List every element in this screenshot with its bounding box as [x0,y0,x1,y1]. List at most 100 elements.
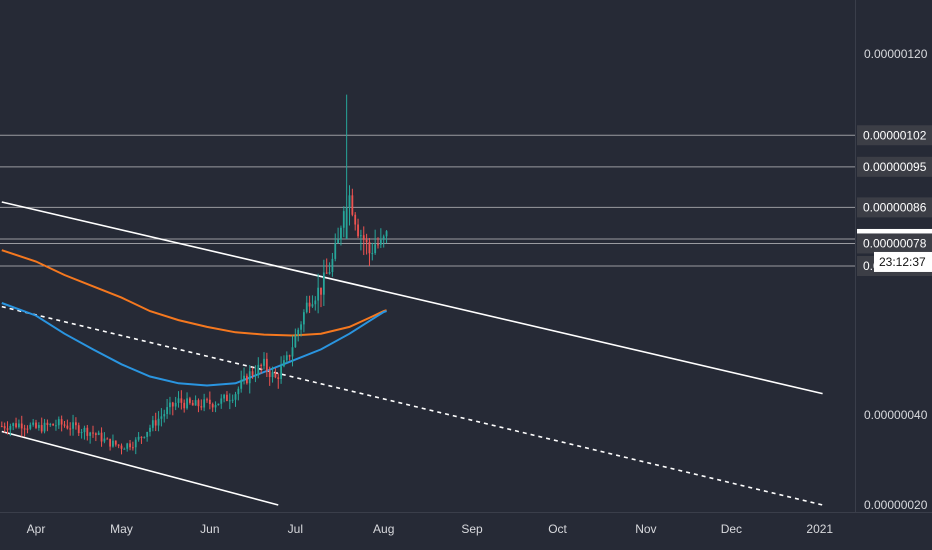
candle-body [325,272,328,274]
candle-body [92,432,94,434]
candle-body [211,404,214,408]
candle-body [254,375,257,377]
candle-body [163,414,166,417]
price-tag-label: 0.00000086 [863,200,927,214]
trendlines [1,201,823,506]
price-axis[interactable]: 0.00000120 0.00000040 0.00000020 [864,47,928,512]
candle-body [52,423,54,426]
candle-body [214,405,217,408]
candle-body [40,425,43,432]
candle-body [268,370,271,378]
candle-body [334,243,337,259]
candle-body [362,235,365,240]
candle-body [177,398,180,403]
candle-body [77,425,80,434]
candle-body [328,272,331,274]
candle-body [274,372,277,378]
candle-body [32,422,35,425]
candle-body [129,443,131,448]
candle-body [166,407,168,415]
time-axis-label: Dec [721,522,742,536]
countdown-label: 23:12:37 [879,255,926,269]
candle-body [117,444,120,446]
price-level-tag [857,125,932,146]
candle-body [248,371,251,384]
price-tag-label: 0.00000078 [863,236,927,250]
candle-body [379,239,382,245]
candle-body [226,394,228,401]
candle-body [69,428,72,430]
candle-body [106,438,109,440]
candle-body [265,358,268,371]
candle-body [146,431,149,437]
candle-body [123,448,126,450]
candle-body [354,214,357,225]
time-axis-label: Apr [27,522,46,536]
candle-body [100,432,103,442]
candle-body [228,400,231,402]
time-axis-label: Oct [548,522,567,536]
candle-body [18,423,20,428]
candle-body [311,304,314,307]
candle-body [234,394,237,400]
candle-body [365,239,368,243]
time-axis-label: Sep [461,522,483,536]
candle-body [283,360,285,367]
candle-body [280,366,282,379]
candle-body [112,440,114,447]
candle-body [285,355,288,361]
candle-body [140,436,143,438]
candle-body [257,364,260,376]
candle-body [220,398,223,404]
candle-body [126,443,129,449]
candle-body [223,394,225,399]
candle-body [66,425,69,429]
candle-body [385,231,388,237]
candle-body [72,422,74,429]
time-axis-label: Jul [288,522,303,536]
candle-body [143,436,146,438]
candle-body [251,371,254,376]
candle-body [345,207,348,239]
candle-body [63,424,66,426]
candle-body [171,402,174,407]
candle-body [194,400,197,406]
candle-body [374,244,377,254]
price-levels [0,134,855,267]
candle-body [3,426,6,429]
candle-body [23,428,26,430]
candle-body [9,426,12,430]
candle-body [83,427,86,433]
time-axis-label: May [110,522,133,536]
candle-body [203,399,206,408]
price-axis-label: 0.00000020 [864,498,928,512]
trendline [1,430,279,506]
candle-body [340,227,342,240]
candle-body [97,432,100,435]
candle-body [237,388,240,395]
candle-body [377,244,379,246]
candle-body [189,398,191,403]
candle-body [271,372,274,378]
candle-body [246,375,248,384]
candle-body [342,211,345,228]
price-level-tag [857,233,932,254]
candle-body [300,324,302,330]
time-axis[interactable]: Apr May Jun Jul Aug Sep Oct Nov Dec 2021 [27,522,834,536]
candle-body [183,402,186,409]
candle-body [132,447,134,449]
candle-body [160,416,163,419]
candle-body [314,300,317,305]
price-axis-label: 0.00000040 [864,408,928,422]
candle-body [368,242,371,254]
candle-body [303,312,305,325]
candle-body [37,425,40,428]
candle-body [86,427,89,436]
candle-body [43,422,46,432]
candle-body [243,375,245,381]
candle-body [137,436,140,440]
candle-body [348,195,351,208]
candle-body [208,399,211,405]
candle-body [360,235,362,237]
